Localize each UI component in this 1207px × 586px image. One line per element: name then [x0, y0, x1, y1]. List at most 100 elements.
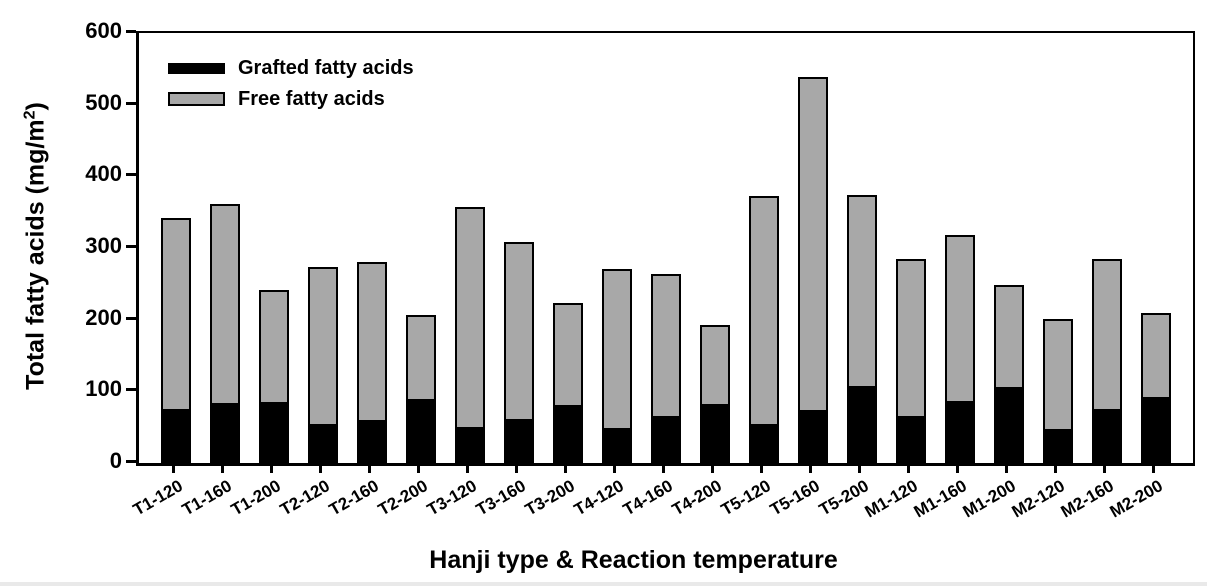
bar-segment-grafted: [749, 425, 780, 463]
bar-T2-200: [405, 315, 436, 463]
bar-M1-200: [994, 284, 1025, 463]
bar-segment-free: [356, 262, 387, 423]
bar-T2-160: [356, 262, 387, 463]
y-tick: [126, 316, 136, 320]
bar-segment-free: [945, 235, 976, 403]
bar-segment-grafted: [454, 428, 485, 463]
bar-segment-free: [503, 242, 534, 422]
bar-segment-grafted: [503, 421, 534, 463]
x-tick: [465, 464, 469, 473]
y-tick-label: 0: [109, 448, 122, 473]
y-tick: [126, 245, 136, 248]
bar-segment-free: [1092, 258, 1123, 411]
x-tick: [809, 464, 813, 473]
bar-T4-200: [700, 325, 731, 463]
bars-container: [139, 33, 1193, 463]
bar-T3-120: [454, 207, 485, 463]
bar-segment-grafted: [160, 410, 191, 463]
x-tick: [1103, 464, 1107, 473]
y-tick: [126, 460, 136, 463]
bar-T4-160: [651, 273, 681, 463]
bar-segment-free: [700, 325, 731, 407]
bar-segment-grafted: [601, 430, 632, 463]
bar-M2-120: [1043, 318, 1074, 463]
x-tick: [612, 464, 616, 473]
bar-M1-120: [896, 258, 927, 463]
bar-segment-free: [798, 77, 829, 413]
legend-swatch-grafted: [168, 62, 225, 74]
bar-T1-120: [160, 217, 191, 463]
x-tick: [1005, 464, 1009, 473]
y-tick-label: 100: [85, 376, 122, 402]
bar-segment-grafted: [847, 388, 878, 463]
y-tick: [126, 388, 136, 392]
bar-segment-free: [601, 268, 632, 431]
bar-segment-free: [994, 284, 1025, 390]
x-tick: [662, 464, 665, 473]
bar-M2-200: [1141, 313, 1172, 463]
x-tick: [858, 464, 862, 473]
bar-M2-160: [1092, 258, 1123, 463]
bar-segment-grafted: [994, 389, 1025, 463]
bar-T1-200: [258, 289, 289, 463]
x-tick: [367, 464, 371, 473]
bar-segment-free: [896, 258, 927, 418]
x-tick: [220, 464, 224, 473]
legend-row-grafted: Grafted fatty acids: [168, 57, 414, 79]
x-tick: [563, 464, 567, 473]
x-tick: [171, 464, 175, 473]
x-tick: [907, 464, 911, 473]
legend-label-grafted: Grafted fatty acids: [238, 57, 414, 79]
x-tick: [1152, 464, 1156, 473]
bar-segment-grafted: [1092, 410, 1123, 463]
scan-edge-artifact: [0, 582, 1207, 586]
bar-segment-free: [160, 217, 191, 411]
bar-T5-120: [749, 196, 780, 463]
bar-segment-grafted: [896, 417, 927, 463]
plot-area: Grafted fatty acids Free fatty acids: [136, 31, 1195, 466]
x-tick: [416, 464, 420, 473]
bar-segment-grafted: [552, 407, 583, 463]
bar-segment-grafted: [798, 412, 829, 463]
x-tick: [956, 464, 960, 473]
x-tick: [318, 464, 322, 473]
bar-segment-grafted: [1141, 398, 1172, 463]
bar-segment-free: [1141, 313, 1172, 399]
bar-segment-grafted: [258, 403, 289, 463]
x-tick: [1054, 464, 1058, 473]
bar-segment-free: [454, 207, 485, 429]
bar-segment-free: [749, 196, 780, 426]
bar-segment-free: [1043, 318, 1074, 431]
bar-segment-grafted: [307, 425, 338, 463]
bar-T5-200: [847, 194, 878, 463]
bar-segment-free: [651, 273, 681, 418]
x-tick: [514, 464, 518, 473]
y-tick: [126, 173, 136, 177]
bar-segment-free: [209, 204, 240, 405]
bar-segment-grafted: [945, 402, 976, 463]
y-tick-label: 400: [85, 161, 122, 187]
x-tick: [711, 464, 715, 473]
bar-T4-120: [601, 268, 632, 463]
bar-T2-120: [307, 267, 338, 463]
x-tick: [269, 464, 273, 473]
bar-M1-160: [945, 235, 976, 463]
bar-segment-free: [307, 267, 338, 426]
bar-segment-free: [405, 315, 436, 402]
bar-segment-grafted: [700, 406, 731, 463]
bar-segment-grafted: [209, 404, 240, 463]
bar-T1-160: [209, 204, 240, 463]
legend-row-free: Free fatty acids: [168, 88, 414, 110]
x-axis-title: Hanji type & Reaction temperature: [429, 546, 838, 574]
bar-segment-free: [258, 289, 289, 404]
bar-segment-grafted: [405, 401, 436, 463]
y-tick: [126, 101, 136, 105]
bar-segment-grafted: [1043, 430, 1074, 463]
legend: Grafted fatty acids Free fatty acids: [168, 57, 414, 119]
legend-label-free: Free fatty acids: [238, 88, 385, 110]
y-tick-label: 300: [85, 233, 122, 258]
y-tick: [126, 30, 136, 33]
bar-T3-160: [503, 242, 534, 463]
y-tick-label: 600: [85, 18, 122, 43]
